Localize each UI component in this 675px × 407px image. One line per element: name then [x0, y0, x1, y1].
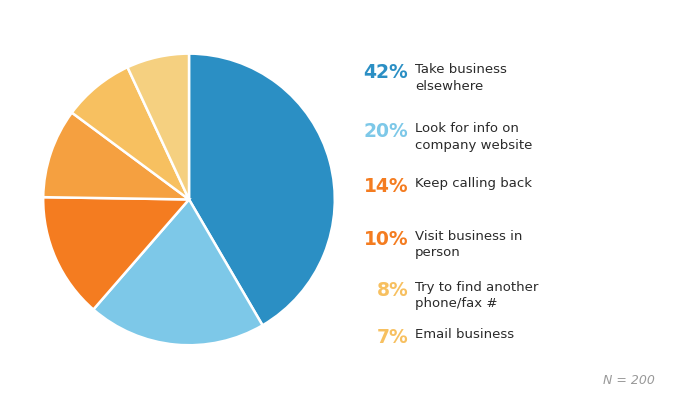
- Text: 8%: 8%: [377, 281, 408, 300]
- Text: Look for info on
company website: Look for info on company website: [415, 122, 533, 151]
- Text: Try to find another
phone/fax #: Try to find another phone/fax #: [415, 281, 539, 310]
- Wedge shape: [72, 67, 189, 199]
- Wedge shape: [43, 113, 189, 199]
- Text: Visit business in
person: Visit business in person: [415, 230, 522, 259]
- Text: N = 200: N = 200: [603, 374, 655, 387]
- Wedge shape: [128, 54, 189, 199]
- Text: 7%: 7%: [377, 328, 408, 347]
- Wedge shape: [189, 54, 335, 325]
- Text: Keep calling back: Keep calling back: [415, 177, 532, 190]
- Text: 20%: 20%: [364, 122, 408, 141]
- Wedge shape: [43, 197, 189, 309]
- Text: 14%: 14%: [364, 177, 408, 196]
- Text: 10%: 10%: [364, 230, 408, 249]
- Text: Take business
elsewhere: Take business elsewhere: [415, 63, 507, 92]
- Text: 42%: 42%: [364, 63, 408, 82]
- Wedge shape: [93, 199, 263, 345]
- Text: Email business: Email business: [415, 328, 514, 341]
